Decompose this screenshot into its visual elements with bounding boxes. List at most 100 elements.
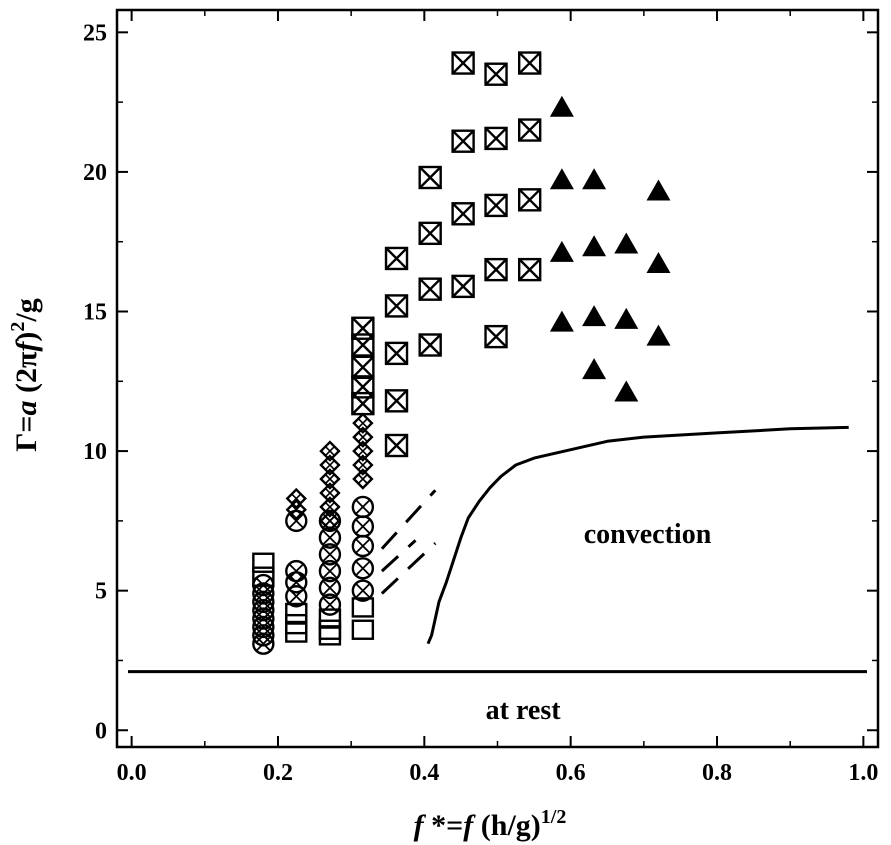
data-point-boxed-x	[517, 51, 542, 75]
marker-box	[451, 274, 475, 299]
marker-cross	[518, 51, 542, 75]
data-point-boxed-x	[517, 257, 542, 282]
data-point-diamond-x	[352, 454, 374, 476]
marker-triangle	[549, 95, 574, 117]
marker-cross	[324, 487, 335, 499]
data-point-triangle	[582, 305, 607, 327]
data-point-boxed-x	[484, 324, 508, 349]
y-axis-title-f: f	[10, 339, 43, 352]
data-point-boxed-x	[384, 433, 409, 458]
marker-box	[384, 341, 409, 366]
annotation-convection: convection	[584, 519, 712, 550]
markers	[252, 51, 671, 655]
marker-cross	[322, 563, 338, 579]
marker-cross	[484, 62, 508, 86]
data-point-boxed-x	[517, 118, 542, 142]
data-point-triangle	[549, 240, 574, 262]
marker-square	[285, 622, 308, 643]
marker-square	[351, 619, 375, 640]
marker-box	[418, 333, 442, 357]
x-axis-title-f2: f	[463, 809, 476, 842]
data-point-triangle	[646, 179, 671, 201]
x-tick-label: 0.4	[409, 760, 439, 786]
marker-circle	[318, 543, 342, 566]
data-point-boxed-x	[484, 193, 508, 218]
annotation-at-rest: at rest	[486, 695, 562, 726]
marker-triangle	[582, 168, 607, 190]
marker-circle	[252, 582, 275, 605]
x-axis-title-star: *=	[424, 809, 464, 842]
marker-box	[517, 51, 542, 75]
data-point-triangle	[549, 310, 574, 332]
data-point-circle-x	[318, 509, 342, 533]
data-point-circle-x	[351, 495, 375, 519]
marker-cross	[355, 518, 371, 535]
marker-diamond	[285, 499, 307, 521]
x-axis-title-f: f	[414, 809, 427, 842]
marker-triangle	[646, 179, 671, 201]
data-point-triangle	[614, 232, 639, 254]
marker-cross	[518, 258, 542, 281]
marker-circle	[285, 585, 308, 608]
marker-cross	[351, 355, 375, 379]
data-point-circle-x	[252, 632, 275, 655]
marker-cross	[451, 202, 475, 226]
data-point-diamond-x	[285, 487, 307, 510]
marker-box	[384, 294, 409, 318]
data-point-square	[252, 552, 275, 573]
data-point-boxed-x	[351, 355, 375, 380]
marker-box	[384, 433, 409, 458]
data-point-diamond-x	[319, 482, 341, 504]
x-axis-title-sup: 1/2	[541, 806, 567, 828]
marker-diamond	[285, 487, 307, 510]
marker-cross	[451, 275, 475, 298]
y-axis-title-sup: 2	[7, 322, 29, 332]
data-point-diamond-x	[319, 468, 341, 490]
marker-square	[285, 602, 308, 624]
marker-cross	[385, 434, 408, 457]
data-point-boxed-x	[384, 341, 409, 366]
data-point-triangle	[646, 252, 671, 274]
marker-cross	[355, 499, 371, 515]
marker-cross	[322, 513, 338, 529]
marker-cross	[357, 432, 368, 443]
data-point-square	[252, 566, 275, 587]
dashed-line-2	[380, 489, 437, 550]
data-point-triangle	[582, 168, 607, 190]
marker-cross	[484, 325, 508, 348]
data-point-triangle	[549, 95, 574, 117]
marker-box	[484, 193, 508, 218]
marker-circle	[318, 593, 342, 616]
marker-circle	[252, 599, 275, 622]
data-point-triangle	[582, 358, 607, 380]
marker-diamond	[352, 454, 374, 476]
data-point-circle-x	[351, 579, 375, 602]
data-point-triangle	[549, 168, 574, 190]
marker-diamond	[352, 468, 374, 490]
marker-cross	[324, 446, 335, 457]
marker-triangle	[549, 240, 574, 262]
annotations: convection at rest	[486, 519, 712, 726]
marker-box	[484, 62, 508, 86]
data-point-circle-x	[318, 576, 342, 600]
marker-cross	[518, 118, 542, 142]
x-tick-label: 0.0	[117, 760, 147, 786]
marker-cross	[324, 501, 335, 512]
data-point-circle-x	[351, 557, 375, 580]
data-point-boxed-x	[418, 333, 442, 357]
marker-square	[252, 566, 275, 587]
marker-box	[517, 257, 542, 282]
marker-circle	[318, 526, 342, 549]
y-axis-title-gamma: Γ=	[10, 416, 43, 452]
data-point-diamond-x	[319, 454, 341, 476]
data-point-circle-x	[285, 509, 308, 533]
marker-diamond	[319, 454, 341, 476]
marker-diamond	[352, 426, 374, 448]
y-axis-title-2pi: (2π	[10, 351, 43, 400]
marker-triangle	[582, 235, 607, 257]
marker-circle	[351, 579, 375, 602]
data-point-diamond-x	[319, 440, 341, 462]
data-point-boxed-x	[484, 257, 508, 282]
marker-box	[451, 202, 475, 226]
x-tick-label: 0.6	[556, 760, 586, 786]
